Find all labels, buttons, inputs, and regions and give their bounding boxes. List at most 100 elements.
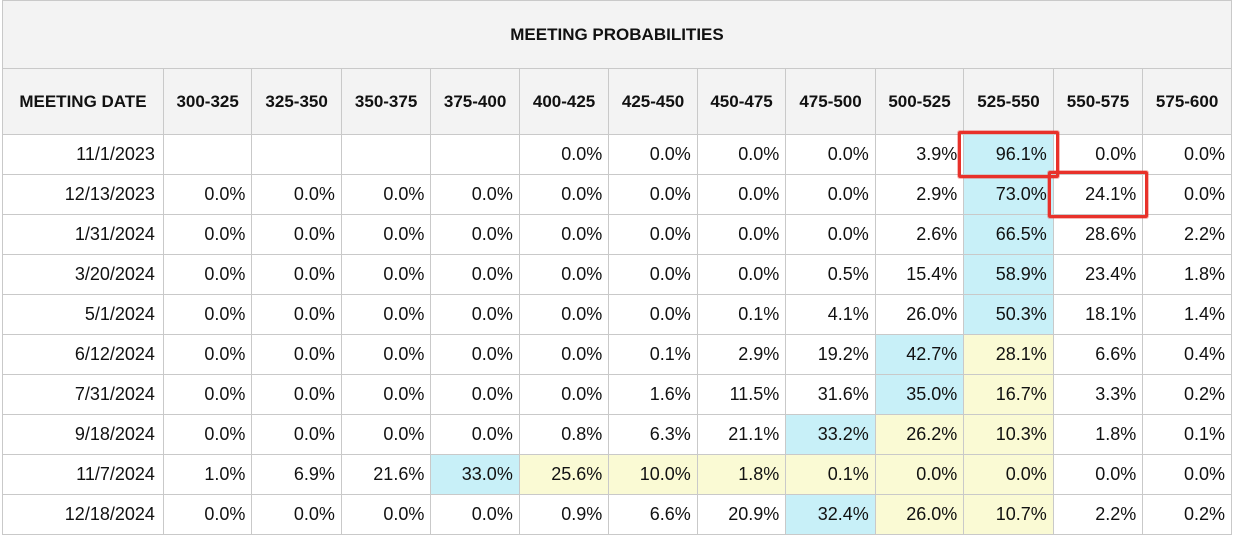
probability-cell: 6.6% xyxy=(1052,334,1144,375)
probability-cell: 50.3% xyxy=(963,294,1054,335)
probability-cell: 1.8% xyxy=(1142,254,1232,295)
probability-cell: 0.0% xyxy=(430,174,520,215)
column-header-425-450: 425-450 xyxy=(608,68,698,135)
probability-cell xyxy=(430,134,520,175)
probability-value: 24.1% xyxy=(1085,184,1137,204)
probability-cell: 0.0% xyxy=(518,214,610,255)
probability-cell: 19.2% xyxy=(785,334,876,375)
probability-cell: 58.9% xyxy=(963,254,1054,295)
column-header-300-325: 300-325 xyxy=(162,68,253,135)
probability-cell: 33.0% xyxy=(430,454,520,495)
column-header-475-500: 475-500 xyxy=(785,68,876,135)
table-row: 3/20/2024 0.0% 0.0% 0.0% 0.0% 0.0% 0.0% 0.0% 0.5… xyxy=(2,254,1232,295)
probability-cell: 18.1% xyxy=(1052,294,1144,335)
column-header-500-525: 500-525 xyxy=(874,68,965,135)
probability-cell: 0.0% xyxy=(162,334,253,375)
probability-cell: 0.0% xyxy=(785,214,876,255)
probability-cell: 0.0% xyxy=(430,254,520,295)
probability-cell: 3.9% xyxy=(874,134,965,175)
probability-cell: 0.0% xyxy=(162,414,253,455)
probability-cell: 0.0% xyxy=(696,174,787,215)
probability-cell: 0.1% xyxy=(785,454,876,495)
probability-cell: 2.6% xyxy=(874,214,965,255)
probability-cell: 20.9% xyxy=(696,494,787,535)
probability-cell: 28.1% xyxy=(963,334,1054,375)
probability-cell: 0.1% xyxy=(696,294,787,335)
table-row: 12/18/2024 0.0% 0.0% 0.0% 0.0% 0.9% 6.6% 20.9% 3… xyxy=(2,494,1232,535)
probability-cell: 0.0% xyxy=(251,214,342,255)
probability-cell: 0.2% xyxy=(1142,494,1232,535)
probability-cell: 0.9% xyxy=(518,494,610,535)
probability-cell: 1.6% xyxy=(608,374,698,415)
probability-cell: 24.1% xyxy=(1047,171,1149,218)
probability-cell: 0.0% xyxy=(518,254,610,295)
probability-cell: 0.0% xyxy=(1142,454,1232,495)
probability-cell: 0.0% xyxy=(518,374,610,415)
probability-cell: 0.0% xyxy=(696,254,787,295)
table-row: 11/7/2024 1.0% 6.9% 21.6% 33.0% 25.6% 10.0% 1.8… xyxy=(2,454,1232,495)
probability-cell: 0.0% xyxy=(518,174,610,215)
table-row: 7/31/2024 0.0% 0.0% 0.0% 0.0% 0.0% 1.6% 11.5% 31… xyxy=(2,374,1232,415)
probability-cell: 0.0% xyxy=(1052,134,1144,175)
probability-cell: 0.0% xyxy=(251,414,342,455)
probability-cell: 0.0% xyxy=(696,134,787,175)
probability-cell: 0.0% xyxy=(1142,134,1232,175)
probability-cell: 1.8% xyxy=(1052,414,1144,455)
probability-cell: 0.4% xyxy=(1142,334,1232,375)
probability-cell: 0.0% xyxy=(162,374,253,415)
table-row: 6/12/2024 0.0% 0.0% 0.0% 0.0% 0.0% 0.1% 2.9% 19.… xyxy=(2,334,1232,375)
probability-cell: 0.0% xyxy=(518,134,610,175)
table-row: 9/18/2024 0.0% 0.0% 0.0% 0.0% 0.8% 6.3% 21.1% 33… xyxy=(2,414,1232,455)
probability-cell: 42.7% xyxy=(874,334,965,375)
probability-cell: 0.8% xyxy=(518,414,610,455)
probability-cell: 4.1% xyxy=(785,294,876,335)
column-header-550-575: 550-575 xyxy=(1052,68,1144,135)
probability-cell: 26.0% xyxy=(874,494,965,535)
probability-cell: 2.2% xyxy=(1052,494,1144,535)
probability-cell: 15.4% xyxy=(874,254,965,295)
probability-cell: 0.0% xyxy=(162,214,253,255)
probability-cell: 0.0% xyxy=(608,254,698,295)
meeting-date-cell: 11/1/2023 xyxy=(2,134,164,175)
probability-cell: 0.0% xyxy=(1142,174,1232,215)
probability-cell: 0.0% xyxy=(340,374,432,415)
probability-cell: 0.0% xyxy=(162,174,253,215)
column-header-450-475: 450-475 xyxy=(696,68,787,135)
meeting-date-cell: 6/12/2024 xyxy=(2,334,164,375)
probability-cell: 0.0% xyxy=(785,134,876,175)
meeting-date-cell: 1/31/2024 xyxy=(2,214,164,255)
probability-cell xyxy=(340,134,432,175)
probability-cell: 0.0% xyxy=(430,214,520,255)
probability-cell: 0.0% xyxy=(430,494,520,535)
probability-cell: 66.5% xyxy=(963,214,1054,255)
probability-cell: 0.0% xyxy=(518,294,610,335)
probability-cell: 3.3% xyxy=(1052,374,1144,415)
probability-cell: 1.8% xyxy=(696,454,787,495)
table-row: 12/13/2023 0.0% 0.0% 0.0% 0.0% 0.0% 0.0% 0.0% 0.… xyxy=(2,171,1232,218)
probability-cell: 96.1% xyxy=(958,131,1059,178)
probability-cell: 2.2% xyxy=(1142,214,1232,255)
probability-cell: 21.6% xyxy=(340,454,432,495)
meeting-date-cell: 3/20/2024 xyxy=(2,254,164,295)
column-header-325-350: 325-350 xyxy=(251,68,342,135)
probability-cell: 0.0% xyxy=(251,254,342,295)
probability-cell: 0.0% xyxy=(340,254,432,295)
probability-cell: 0.0% xyxy=(1052,454,1144,495)
probability-cell xyxy=(162,134,253,175)
probability-cell: 0.0% xyxy=(785,174,876,215)
probability-cell: 6.3% xyxy=(608,414,698,455)
probability-cell: 1.0% xyxy=(162,454,253,495)
probability-cell: 2.9% xyxy=(696,334,787,375)
probability-cell: 21.1% xyxy=(696,414,787,455)
probability-cell: 0.0% xyxy=(430,374,520,415)
probability-cell: 0.0% xyxy=(696,214,787,255)
probability-cell: 0.1% xyxy=(608,334,698,375)
probability-cell: 2.9% xyxy=(874,174,965,215)
probability-cell: 0.0% xyxy=(251,174,342,215)
meeting-date-cell: 12/18/2024 xyxy=(2,494,164,535)
table-title: MEETING PROBABILITIES xyxy=(2,0,1232,69)
probability-cell: 26.0% xyxy=(874,294,965,335)
probability-cell: 23.4% xyxy=(1052,254,1144,295)
probability-cell: 0.1% xyxy=(1142,414,1232,455)
